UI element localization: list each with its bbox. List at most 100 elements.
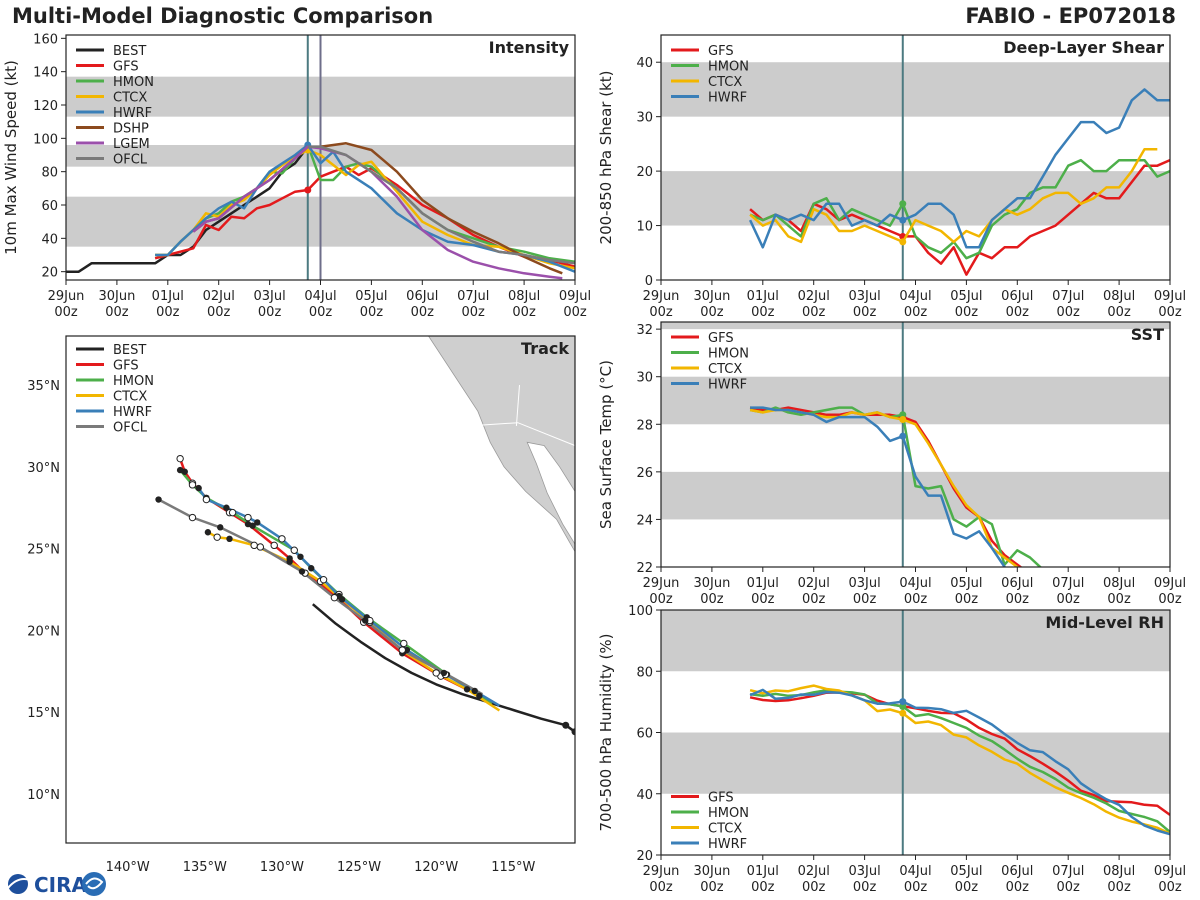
chart-title: Deep-Layer Shear	[1003, 38, 1164, 57]
lon-label: 140°W	[106, 860, 150, 875]
x-tick-label: 07Jul	[457, 289, 489, 304]
track-point	[254, 519, 261, 526]
x-tick-label: 00z	[853, 880, 877, 895]
y-axis-label: 200-850 hPa Shear (kt)	[597, 71, 615, 245]
y-tick-label: 28	[636, 418, 653, 433]
legend-label: BEST	[113, 44, 146, 59]
x-tick-label: 07Jul	[1052, 864, 1084, 879]
y-axis-label: 10m Max Wind Speed (kt)	[2, 60, 20, 255]
x-tick-label: 30Jun	[98, 289, 135, 304]
y-tick-label: 120	[33, 99, 58, 114]
x-tick-label: 00z	[462, 305, 486, 320]
y-axis-label: 700-500 hPa Humidity (%)	[597, 633, 615, 831]
legend-label: CTCX	[113, 390, 147, 405]
x-tick-label: 00z	[1107, 880, 1131, 895]
y-tick-label: 20	[636, 165, 653, 180]
x-tick-label: 30Jun	[693, 864, 730, 879]
lon-label: 135°W	[183, 860, 227, 875]
track-point	[286, 558, 293, 565]
x-tick-label: 00z	[207, 305, 231, 320]
lat-label: 25°N	[27, 543, 60, 558]
x-tick-label: 00z	[1006, 880, 1030, 895]
series-line-hwrf	[748, 88, 1170, 249]
x-tick-label: 00z	[904, 880, 928, 895]
lon-label: 130°W	[260, 860, 304, 875]
legend-label: HMON	[113, 75, 154, 90]
track-point	[188, 481, 197, 489]
track-point	[290, 546, 298, 554]
lat-label: 15°N	[27, 706, 60, 721]
track-point	[249, 522, 256, 529]
x-tick-label: 00z	[802, 880, 826, 895]
x-tick-label: 06Jul	[1001, 864, 1033, 879]
track-line-best	[311, 603, 575, 733]
series-line-ofcl	[307, 145, 575, 265]
x-tick-label: 03Jul	[848, 864, 880, 879]
lon-label: 125°W	[337, 860, 381, 875]
track-point	[400, 639, 408, 648]
legend-label: LGEM	[113, 137, 150, 152]
x-tick-label: 29Jun	[643, 576, 680, 591]
track-point	[471, 687, 478, 695]
track-point	[297, 553, 304, 560]
y-tick-label: 30	[636, 111, 653, 126]
x-tick-label: 00z	[1006, 592, 1030, 607]
x-tick-label: 00z	[904, 592, 928, 607]
series-line-ctcx	[749, 148, 1158, 244]
cira-logo: CIRA	[7, 872, 106, 897]
lon-label: 120°W	[414, 860, 458, 875]
track-point	[202, 495, 211, 504]
x-tick-label: 01Jul	[152, 289, 184, 304]
map-frame	[65, 335, 576, 844]
x-tick-label: 00z	[258, 305, 282, 320]
x-tick-label: 02Jul	[203, 289, 235, 304]
chart-title: Mid-Level RH	[1045, 613, 1164, 632]
x-tick-label: 01Jul	[747, 864, 779, 879]
track-point	[330, 593, 339, 602]
legend-label: HWRF	[113, 106, 152, 121]
legend-label: GFS	[113, 60, 139, 75]
legend-label: CTCX	[708, 75, 742, 90]
y-tick-label: 20	[41, 266, 58, 281]
x-tick-label: 01Jul	[747, 576, 779, 591]
x-tick-label: 00z	[700, 592, 724, 607]
x-tick-label: 30Jun	[693, 289, 730, 304]
x-tick-label: 00z	[955, 592, 979, 607]
track-point	[440, 669, 448, 677]
series-line-hmon	[749, 688, 1170, 833]
x-tick-label: 05Jul	[950, 864, 982, 879]
track-point	[195, 484, 202, 492]
legend-label: HWRF	[113, 405, 152, 420]
x-tick-label: 09Jul	[1154, 576, 1186, 591]
x-tick-label: 00z	[360, 305, 384, 320]
chart-title: Intensity	[489, 38, 570, 57]
legend-label: OFCL	[113, 421, 148, 436]
page-title: Multi-Model Diagnostic Comparison	[12, 4, 434, 28]
x-tick-label: 00z	[751, 592, 775, 607]
x-tick-label: 00z	[1006, 305, 1030, 320]
y-tick-label: 26	[636, 466, 653, 481]
y-tick-label: 32	[636, 323, 653, 338]
init-point-gfs	[304, 186, 312, 194]
x-tick-label: 00z	[1057, 592, 1081, 607]
gray-band	[661, 171, 1170, 226]
x-tick-label: 00z	[156, 305, 180, 320]
x-tick-label: 08Jul	[1103, 289, 1135, 304]
logo-swoosh-icon	[7, 878, 31, 889]
legend-label: CTCX	[113, 91, 147, 106]
legend-label: GFS	[708, 331, 734, 346]
x-tick-label: 00z	[1158, 592, 1182, 607]
track-point	[463, 686, 471, 693]
lon-label: 115°W	[491, 860, 535, 875]
legend-label: DSHP	[113, 122, 149, 137]
track-point	[476, 692, 483, 700]
track-point	[244, 513, 252, 522]
x-tick-label: 00z	[802, 305, 826, 320]
track-point	[308, 565, 315, 572]
y-tick-label: 160	[33, 32, 58, 47]
x-tick-label: 03Jul	[848, 289, 880, 304]
lat-label: 30°N	[27, 461, 60, 476]
lat-label: 35°N	[27, 379, 60, 394]
init-point-hmon	[899, 200, 907, 208]
track-point	[298, 568, 306, 575]
